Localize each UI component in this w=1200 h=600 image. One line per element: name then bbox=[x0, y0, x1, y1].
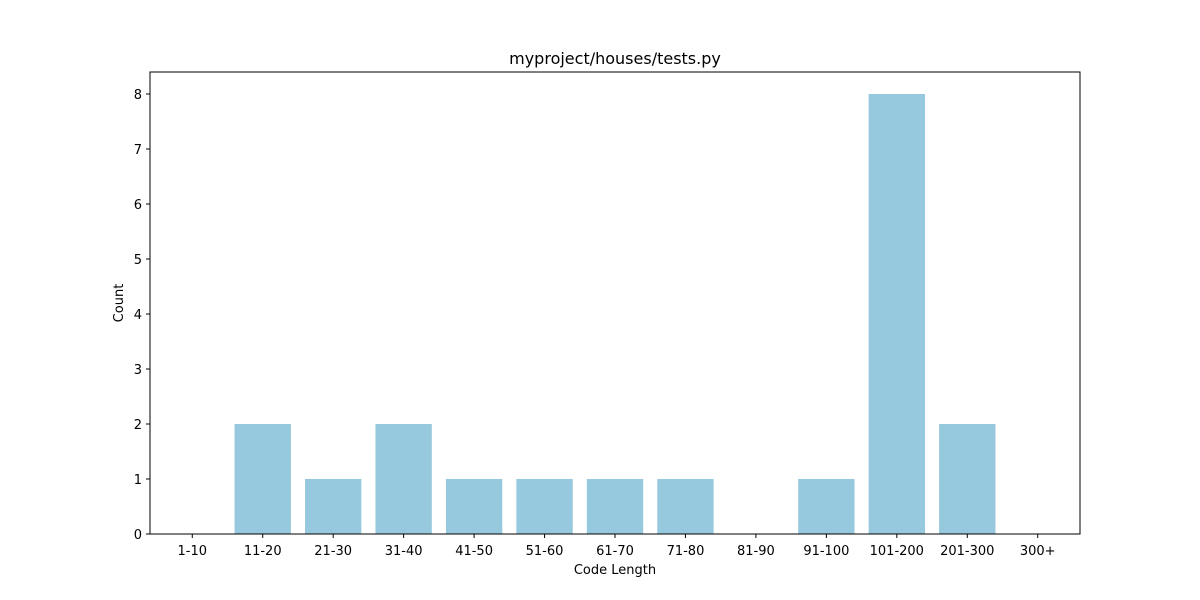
y-axis-label: Count bbox=[112, 284, 127, 323]
bar-91-100 bbox=[798, 479, 855, 534]
y-tick-label: 3 bbox=[134, 363, 142, 378]
x-tick-label: 61-70 bbox=[596, 544, 634, 559]
bar-51-60 bbox=[516, 479, 573, 534]
x-tick-label: 31-40 bbox=[385, 544, 423, 559]
x-tick-label: 21-30 bbox=[314, 544, 352, 559]
x-tick-label: 71-80 bbox=[667, 544, 705, 559]
y-tick-label: 2 bbox=[134, 418, 142, 433]
y-tick-label: 1 bbox=[134, 473, 142, 488]
x-tick-label: 1-10 bbox=[178, 544, 208, 559]
y-tick-label: 0 bbox=[134, 528, 142, 543]
bar-21-30 bbox=[305, 479, 362, 534]
bar-201-300 bbox=[939, 424, 996, 534]
y-tick-label: 6 bbox=[134, 198, 142, 213]
y-axis: 0 1 2 3 4 5 6 7 8 bbox=[134, 88, 150, 543]
chart-title: myproject/houses/tests.py bbox=[509, 49, 721, 68]
x-axis-label: Code Length bbox=[574, 563, 656, 578]
x-tick-label: 91-100 bbox=[803, 544, 849, 559]
bar-11-20 bbox=[234, 424, 291, 534]
y-tick-label: 7 bbox=[134, 143, 142, 158]
y-tick-label: 4 bbox=[134, 308, 142, 323]
x-tick-label: 300+ bbox=[1020, 544, 1056, 559]
x-tick-label: 51-60 bbox=[526, 544, 564, 559]
bar-31-40 bbox=[375, 424, 432, 534]
y-tick-label: 8 bbox=[134, 88, 142, 103]
bar-101-200 bbox=[868, 94, 925, 534]
bars-layer bbox=[234, 94, 996, 534]
x-tick-label: 201-300 bbox=[940, 544, 994, 559]
x-tick-label: 41-50 bbox=[455, 544, 493, 559]
x-tick-label: 101-200 bbox=[870, 544, 924, 559]
x-tick-label: 11-20 bbox=[244, 544, 282, 559]
x-axis: 1-10 11-20 21-30 31-40 41-50 51-60 61-70 71-80 8… bbox=[178, 534, 1056, 559]
x-tick-label: 81-90 bbox=[737, 544, 775, 559]
bar-71-80 bbox=[657, 479, 714, 534]
bar-41-50 bbox=[445, 479, 503, 534]
y-tick-label: 5 bbox=[134, 253, 142, 268]
bar-61-70 bbox=[586, 479, 644, 534]
